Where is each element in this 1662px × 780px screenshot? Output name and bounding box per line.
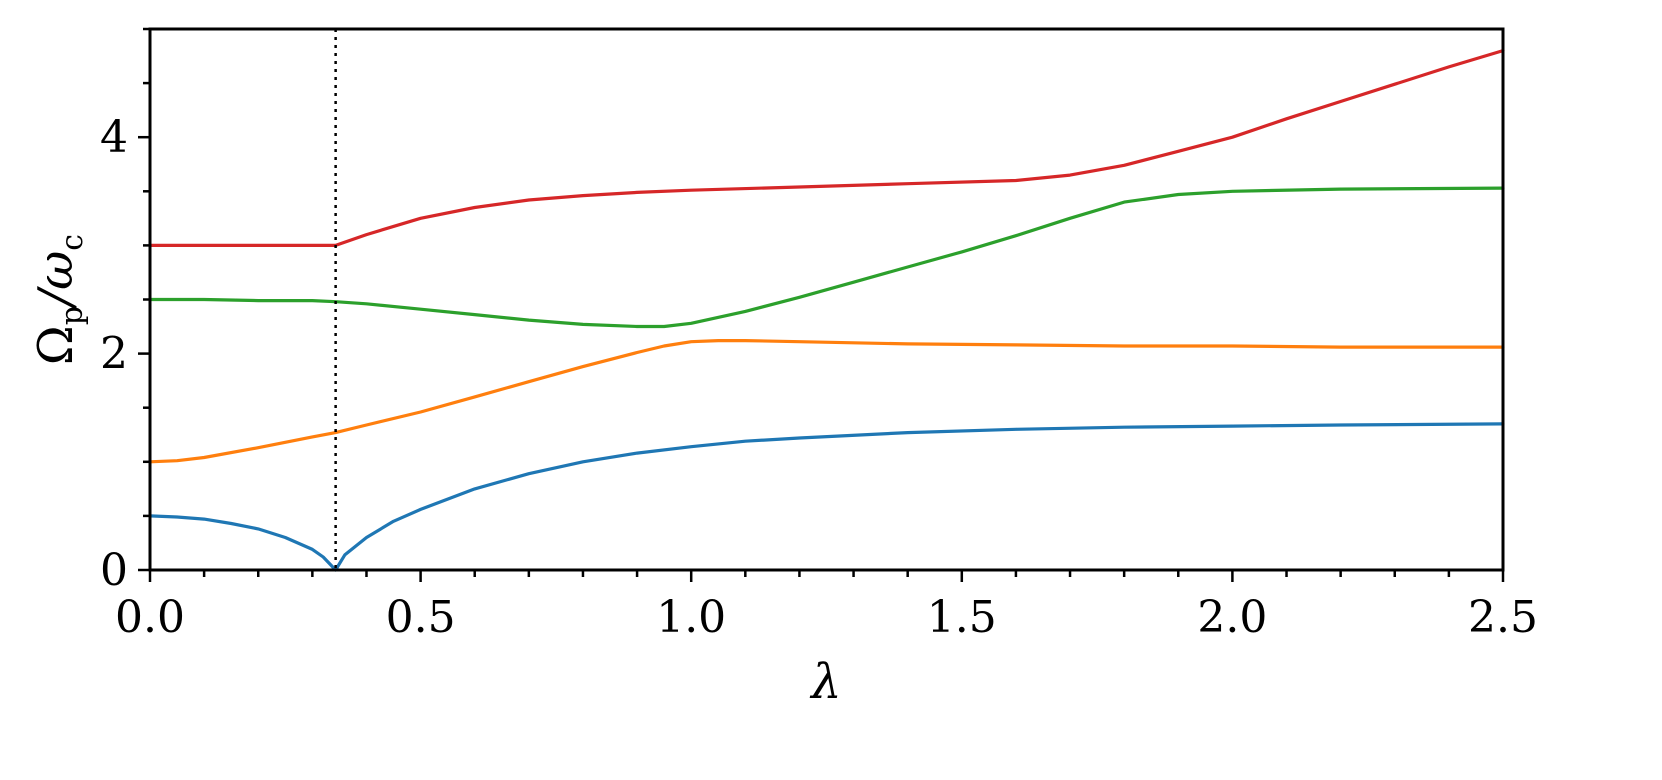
- plot-lines: [148, 48, 1505, 572]
- x-tick-label: 1.0: [656, 592, 726, 643]
- series-line-2: [148, 339, 1505, 464]
- x-axis-title: λ: [809, 654, 841, 710]
- y-axis-title-sub2: c: [55, 234, 90, 251]
- series-line-3: [148, 186, 1505, 329]
- x-tick-label: 2.0: [1197, 592, 1267, 643]
- y-axis-title-main: Ω: [28, 325, 84, 365]
- series-line-1: [148, 422, 1505, 572]
- x-tick-label: 1.5: [927, 592, 997, 643]
- y-tick-label: 0: [100, 545, 128, 596]
- y-axis-title: Ωp/ωc: [28, 234, 90, 365]
- y-tick-label: 4: [100, 112, 128, 163]
- plot-frame: [148, 27, 1505, 572]
- y-tick-label: 2: [100, 329, 128, 380]
- series-line-4: [148, 48, 1505, 247]
- x-tick-label: 0.5: [386, 592, 456, 643]
- y-axis-title-mid: /ω: [28, 251, 84, 310]
- x-tick-label: 0.0: [115, 592, 185, 643]
- tick-labels: 0.0 0.5 1.0 1.5 2.0 2.5 0 2 4: [100, 112, 1538, 643]
- x-tick-label: 2.5: [1468, 592, 1538, 643]
- ticks-layer: [138, 27, 1505, 582]
- y-axis-title-sub1: p: [55, 306, 90, 325]
